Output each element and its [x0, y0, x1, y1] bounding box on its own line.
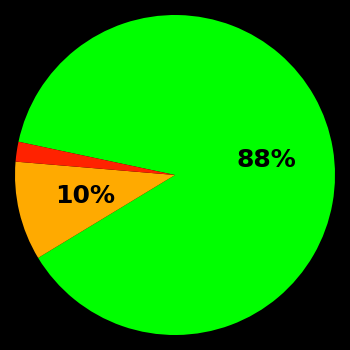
Text: 10%: 10%	[55, 184, 115, 208]
Text: 88%: 88%	[237, 147, 296, 172]
Wedge shape	[19, 15, 335, 335]
Wedge shape	[15, 162, 175, 258]
Wedge shape	[15, 142, 175, 175]
